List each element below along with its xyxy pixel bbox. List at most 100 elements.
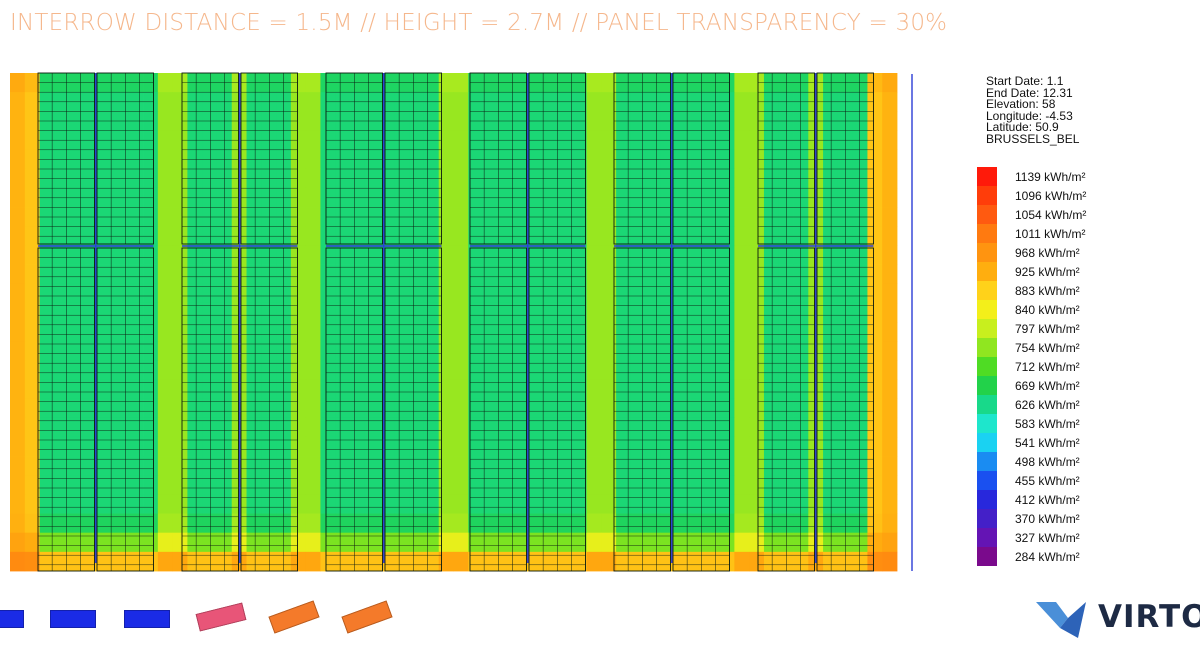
- heatmap-cell: [453, 92, 469, 112]
- heatmap-cell: [882, 130, 898, 151]
- heatmap-cell: [10, 456, 26, 476]
- heatmap-cell: [438, 341, 454, 361]
- heatmap-cell: [409, 360, 425, 380]
- heatmap-cell: [157, 513, 174, 534]
- heatmap-cell: [98, 532, 114, 553]
- heatmap-cell: [202, 436, 218, 457]
- legend-entry: 1011 kWh/m²: [977, 224, 1085, 243]
- heatmap-cell: [335, 532, 351, 553]
- heatmap-cell: [438, 73, 454, 93]
- heatmap-cell: [438, 379, 454, 400]
- heatmap-cell: [305, 73, 321, 93]
- heatmap-cell: [261, 283, 277, 304]
- heatmap-cell: [601, 398, 617, 419]
- heatmap-cell: [512, 513, 528, 534]
- heatmap-cell: [882, 379, 898, 400]
- heatmap-cell: [290, 322, 307, 342]
- thumb-5[interactable]: [268, 600, 320, 634]
- heatmap-cell: [54, 417, 70, 438]
- heatmap-cell: [157, 207, 174, 227]
- heatmap-cell: [675, 494, 691, 514]
- heatmap-cell: [290, 130, 307, 151]
- heatmap-cell: [276, 379, 292, 400]
- heatmap-cell: [556, 398, 573, 419]
- thumb-4[interactable]: [195, 602, 247, 632]
- legend-label: 925 kWh/m²: [1015, 264, 1080, 279]
- heatmap-cell: [350, 456, 366, 476]
- heatmap-cell: [601, 379, 617, 400]
- heatmap-cell: [719, 532, 735, 553]
- heatmap-cell: [438, 532, 454, 553]
- heatmap-cell: [867, 456, 883, 476]
- thumb-2[interactable]: [50, 610, 96, 628]
- heatmap-cell: [350, 417, 366, 438]
- heatmap-cell: [113, 398, 129, 419]
- heatmap-cell: [143, 302, 159, 323]
- heatmap-cell: [335, 494, 351, 514]
- heatmap-cell: [246, 245, 262, 265]
- thumb-3[interactable]: [124, 610, 170, 628]
- panel-module: [96, 72, 154, 245]
- heatmap-cell: [320, 379, 336, 400]
- legend-entry: 925 kWh/m²: [977, 262, 1080, 281]
- thumb-1[interactable]: [0, 610, 24, 628]
- heatmap-cell: [793, 513, 809, 534]
- heatmap-cell: [290, 226, 307, 246]
- heatmap-cell: [409, 456, 425, 476]
- legend-label: 669 kWh/m²: [1015, 378, 1080, 393]
- heatmap-cell: [645, 283, 661, 304]
- heatmap-cell: [512, 264, 528, 285]
- heatmap-cell: [438, 130, 454, 151]
- heatmap-cell: [497, 341, 514, 361]
- heatmap-cell: [616, 379, 632, 400]
- legend-label: 1011 kWh/m²: [1015, 226, 1086, 241]
- legend-entry: 840 kWh/m²: [977, 300, 1080, 319]
- heatmap-cell: [305, 283, 321, 304]
- heatmap-cell: [645, 302, 661, 323]
- legend-label: 754 kWh/m²: [1015, 340, 1080, 355]
- heatmap-cell: [379, 532, 395, 553]
- heatmap-cell: [601, 226, 617, 246]
- heatmap-cell: [867, 283, 883, 304]
- heatmap-cell: [852, 379, 868, 400]
- heatmap-cell: [69, 532, 85, 553]
- heatmap-cell: [453, 149, 469, 170]
- heatmap-cell: [867, 245, 883, 265]
- heatmap-cell: [172, 207, 188, 227]
- heatmap-cell: [793, 322, 809, 342]
- heatmap-cell: [542, 379, 558, 400]
- heatmap-cell: [409, 532, 425, 553]
- heatmap-cell: [290, 417, 307, 438]
- heatmap-cell: [497, 283, 514, 304]
- heatmap-cell: [172, 245, 188, 265]
- heatmap-cell: [867, 513, 883, 534]
- heatmap-cell: [24, 417, 40, 438]
- heatmap-cell: [202, 398, 218, 419]
- heatmap-cell: [749, 551, 765, 572]
- heatmap-cell: [24, 475, 40, 495]
- thumb-6[interactable]: [341, 600, 393, 634]
- legend-entry: 883 kWh/m²: [977, 281, 1080, 300]
- heatmap-cell: [290, 207, 307, 227]
- heatmap-cell: [98, 551, 114, 572]
- heatmap-cell: [483, 532, 499, 553]
- heatmap-cell: [453, 360, 469, 380]
- heatmap-cell: [512, 341, 528, 361]
- heatmap-cell: [601, 149, 617, 170]
- heatmap-cell: [335, 436, 351, 457]
- heatmap-cell: [497, 360, 514, 380]
- heatmap-cell: [423, 551, 440, 572]
- heatmap-cell: [157, 456, 174, 476]
- heatmap-cell: [675, 302, 691, 323]
- heatmap-cell: [350, 264, 366, 285]
- heatmap-cell: [10, 187, 26, 208]
- heatmap-cell: [290, 456, 307, 476]
- heatmap-cell: [128, 513, 144, 534]
- heatmap-cell: [320, 341, 336, 361]
- heatmap-cell: [143, 551, 159, 572]
- heatmap-cell: [453, 168, 469, 189]
- heatmap-cell: [246, 302, 262, 323]
- legend-swatch: [977, 509, 997, 528]
- legend-swatch: [977, 490, 997, 509]
- heatmap-cell: [512, 417, 528, 438]
